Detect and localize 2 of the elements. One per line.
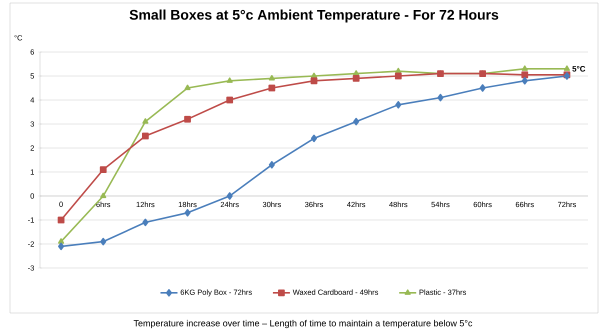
text: Temperature increase over time – Length of time to maintain a temperature below 5°c: [134, 320, 472, 328]
chart-title: Small Boxes at 5°c Ambient Temperature - For 72 Hours: [130, 10, 498, 23]
